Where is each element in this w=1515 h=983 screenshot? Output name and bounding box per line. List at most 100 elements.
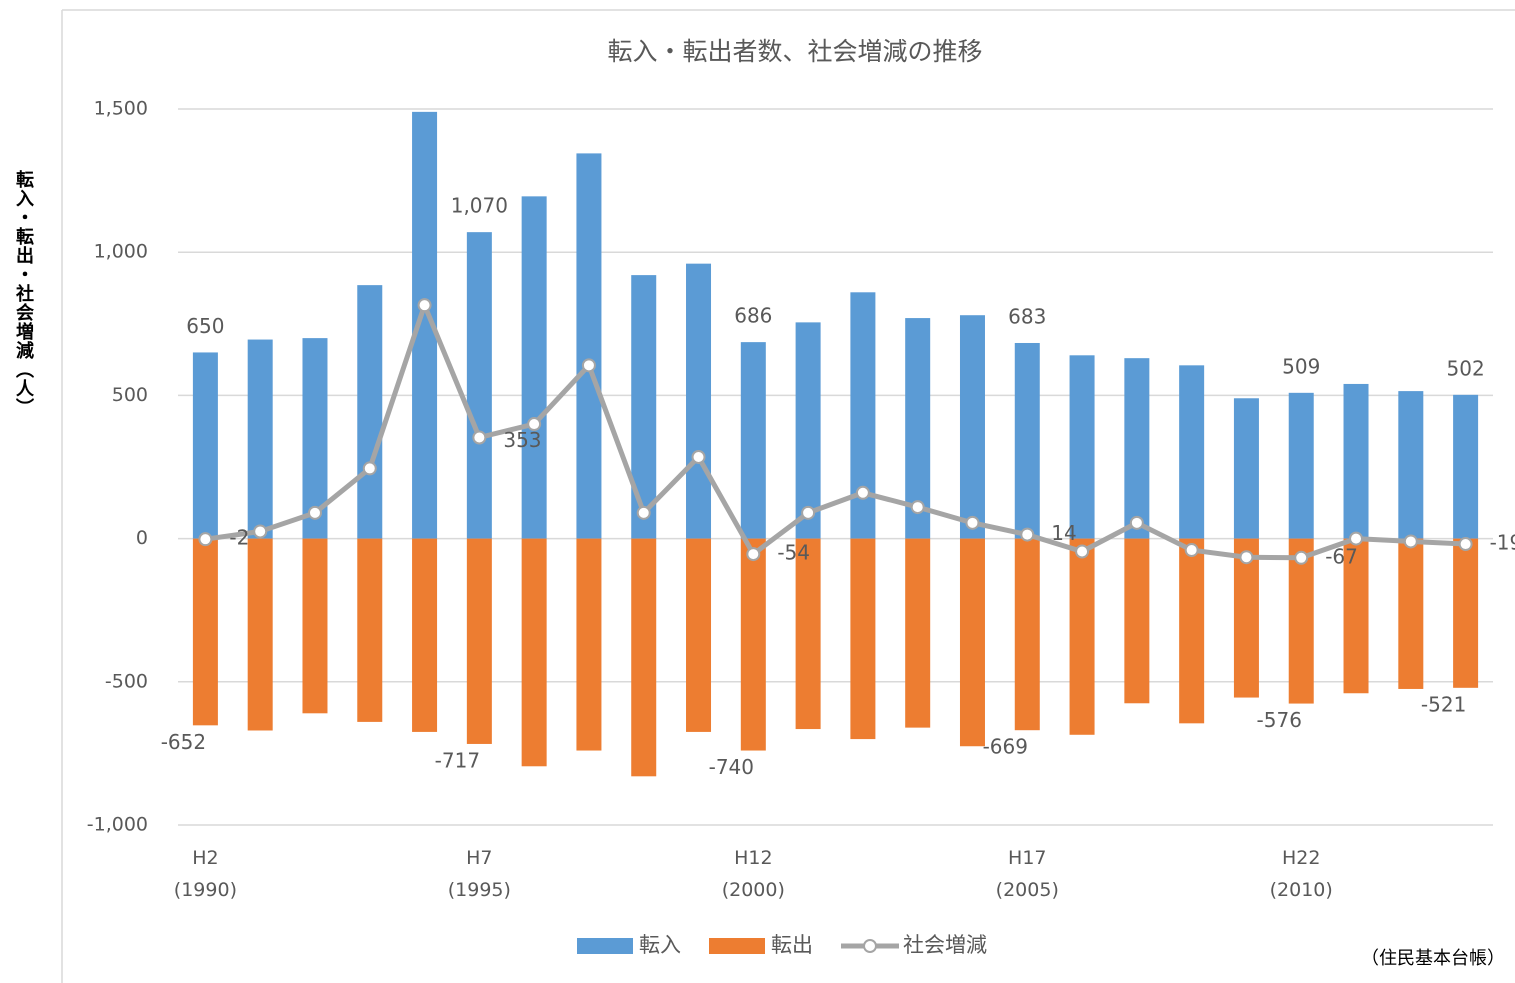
bar	[1343, 538, 1369, 694]
bar	[1124, 538, 1150, 704]
line	[205, 302, 1466, 561]
marker	[362, 461, 377, 476]
legend-label: 転入	[639, 933, 681, 957]
data-label: -576	[1257, 708, 1302, 732]
bar	[1398, 391, 1424, 539]
data-label: 509	[1282, 354, 1320, 378]
x-tick-label: H2 (1990)	[173, 847, 237, 901]
bar	[850, 538, 876, 740]
marker	[472, 430, 487, 445]
y-tick-label: 1,000	[94, 241, 148, 263]
marker	[746, 547, 761, 562]
marker	[636, 505, 651, 520]
bar	[1288, 538, 1314, 704]
marker	[910, 500, 925, 515]
marker	[855, 485, 870, 500]
data-label: 353	[503, 428, 541, 452]
data-label: 1,070	[451, 194, 508, 218]
marker	[1075, 544, 1090, 559]
marker	[1239, 550, 1254, 565]
bar	[1453, 538, 1479, 688]
source-note: （住民基本台帳）	[1361, 948, 1505, 969]
bar	[521, 538, 547, 767]
bar	[521, 196, 547, 539]
marker	[1129, 515, 1144, 530]
marker	[581, 358, 596, 373]
y-axis-title: 転入・転出・社会増減（人）	[13, 170, 34, 417]
bar	[357, 538, 383, 722]
legend-label: 社会増減	[903, 933, 987, 957]
y-tick-label: 1,500	[94, 98, 148, 120]
data-label: -54	[777, 541, 810, 565]
legend-swatch	[863, 939, 877, 953]
y-tick-label: -1,000	[87, 814, 148, 836]
bar	[576, 153, 602, 539]
marker	[1349, 531, 1364, 546]
y-tick-label: -500	[105, 670, 148, 692]
bar	[357, 285, 383, 539]
data-label: -67	[1325, 544, 1358, 568]
data-label: -2	[229, 526, 249, 550]
x-tick-label: H12 (2000)	[721, 847, 785, 901]
bar	[1014, 538, 1040, 731]
bar	[959, 315, 985, 539]
data-label: -740	[709, 755, 754, 779]
bar	[247, 538, 273, 731]
bar	[466, 232, 492, 539]
bar	[1069, 355, 1095, 539]
bar	[1233, 398, 1259, 539]
bar	[466, 538, 492, 744]
legend-swatch	[709, 938, 765, 954]
x-tick-label: H7 (1995)	[447, 847, 511, 901]
bar	[631, 538, 657, 777]
bar	[192, 352, 218, 539]
bar	[740, 538, 766, 751]
bar	[1124, 358, 1150, 539]
x-tick-label: H17 (2005)	[995, 847, 1059, 901]
data-label: 14	[1051, 521, 1076, 545]
bar	[959, 538, 985, 747]
data-label: 683	[1008, 304, 1046, 328]
bar	[686, 263, 712, 539]
bar	[1069, 538, 1095, 735]
bar	[1014, 342, 1040, 539]
bar	[1179, 538, 1205, 724]
data-label: 650	[186, 314, 224, 338]
marker	[1458, 537, 1473, 552]
bar	[302, 538, 328, 714]
marker	[801, 505, 816, 520]
bar	[192, 538, 218, 726]
bar	[247, 339, 273, 539]
data-label: -669	[983, 735, 1028, 759]
y-tick-label: 0	[136, 527, 148, 549]
marker	[1184, 543, 1199, 558]
marker	[1294, 550, 1309, 565]
bar	[795, 538, 821, 730]
marker	[527, 417, 542, 432]
data-label: 502	[1447, 356, 1485, 380]
bar	[1179, 365, 1205, 539]
marker	[965, 515, 980, 530]
marker	[198, 532, 213, 547]
marker	[307, 505, 322, 520]
bar	[686, 538, 712, 732]
data-label: -521	[1421, 692, 1466, 716]
marker	[691, 449, 706, 464]
data-label: -19	[1490, 531, 1515, 555]
bar	[740, 342, 766, 539]
bar	[795, 322, 821, 539]
legend-label: 転出	[771, 933, 813, 957]
marker	[1020, 527, 1035, 542]
bar	[412, 538, 438, 732]
data-label: -652	[161, 730, 206, 754]
bar	[576, 538, 602, 751]
data-label: -717	[435, 748, 480, 772]
bar	[905, 538, 931, 728]
marker	[1403, 534, 1418, 549]
bar	[1233, 538, 1259, 698]
bar	[1453, 394, 1479, 539]
bar	[1398, 538, 1424, 689]
marker	[253, 524, 268, 539]
